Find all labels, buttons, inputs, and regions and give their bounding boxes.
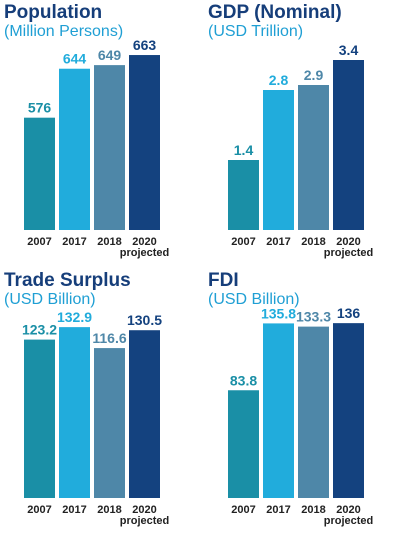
- value-label: 1.4: [234, 142, 254, 158]
- chart-title: GDP (Nominal): [208, 2, 342, 23]
- bar: [59, 327, 90, 498]
- fdi-bars: 83.8 2007 135.8 2017 133.3 2018 136 2020project…: [228, 305, 374, 527]
- value-label: 644: [63, 51, 87, 67]
- value-label: 83.8: [230, 372, 257, 388]
- value-label: 123.2: [22, 322, 57, 338]
- bar: [263, 90, 294, 230]
- category-label: 2017: [266, 504, 290, 516]
- value-label: 2.9: [304, 67, 324, 83]
- bar: [59, 68, 90, 230]
- category-label: projected: [120, 515, 170, 527]
- bar: [263, 323, 294, 498]
- value-label: 3.4: [339, 42, 359, 58]
- bar: [228, 390, 259, 498]
- category-label: projected: [120, 247, 170, 259]
- bar: [24, 339, 55, 498]
- bar: [333, 323, 364, 498]
- value-label: 649: [98, 47, 122, 63]
- chart-subtitle: (USD Trillion): [208, 23, 304, 40]
- bar: [94, 65, 125, 231]
- bar: [228, 160, 259, 230]
- category-label: 2020: [132, 504, 156, 516]
- category-label: 2007: [27, 236, 51, 248]
- bar: [298, 326, 329, 498]
- category-label: 2018: [301, 504, 325, 516]
- chart-title: FDI: [208, 270, 239, 291]
- category-label: projected: [324, 247, 374, 259]
- value-label: 2.8: [269, 72, 289, 88]
- category-label: 2017: [62, 504, 86, 516]
- fdi-chart: FDI (USD Billion) 83.8 2007 135.8 2017 133.3…: [208, 268, 398, 533]
- population-chart: Population (Million Persons) 576 2007 644 2…: [4, 0, 194, 265]
- bar: [333, 60, 364, 230]
- bar: [129, 55, 160, 230]
- trade-surplus-chart: Trade Surplus (USD Billion) 123.2 2007 132…: [4, 268, 194, 533]
- category-label: 2018: [97, 504, 121, 516]
- gdp-chart: GDP (Nominal) (USD Trillion) 1.4 2007 2.8 2…: [208, 0, 398, 265]
- chart-title: Population: [4, 2, 103, 23]
- category-label: 2017: [62, 236, 86, 248]
- category-label: 2007: [231, 504, 255, 516]
- value-label: 135.8: [261, 305, 296, 321]
- value-label: 663: [133, 37, 157, 53]
- category-label: 2020: [132, 236, 156, 248]
- chart-subtitle: (USD Billion): [208, 291, 300, 308]
- chart-subtitle: (USD Billion): [4, 291, 96, 308]
- value-label: 136: [337, 305, 361, 321]
- trade-surplus-bars: 123.2 2007 132.9 2017 116.6 2018 130.5 2020proj…: [22, 309, 170, 527]
- value-label: 132.9: [57, 309, 92, 325]
- category-label: 2018: [301, 236, 325, 248]
- bar: [94, 348, 125, 498]
- bar: [129, 330, 160, 498]
- category-label: 2018: [97, 236, 121, 248]
- chart-title: Trade Surplus: [4, 270, 131, 291]
- category-label: projected: [324, 515, 374, 527]
- value-label: 130.5: [127, 312, 162, 328]
- value-label: 576: [28, 100, 52, 116]
- category-label: 2020: [336, 504, 360, 516]
- value-label: 116.6: [92, 330, 126, 346]
- bar: [298, 85, 329, 230]
- chart-subtitle: (Million Persons): [4, 23, 124, 40]
- category-label: 2020: [336, 236, 360, 248]
- category-label: 2007: [27, 504, 51, 516]
- category-label: 2017: [266, 236, 290, 248]
- category-label: 2007: [231, 236, 255, 248]
- bar: [24, 117, 55, 230]
- value-label: 133.3: [296, 309, 331, 325]
